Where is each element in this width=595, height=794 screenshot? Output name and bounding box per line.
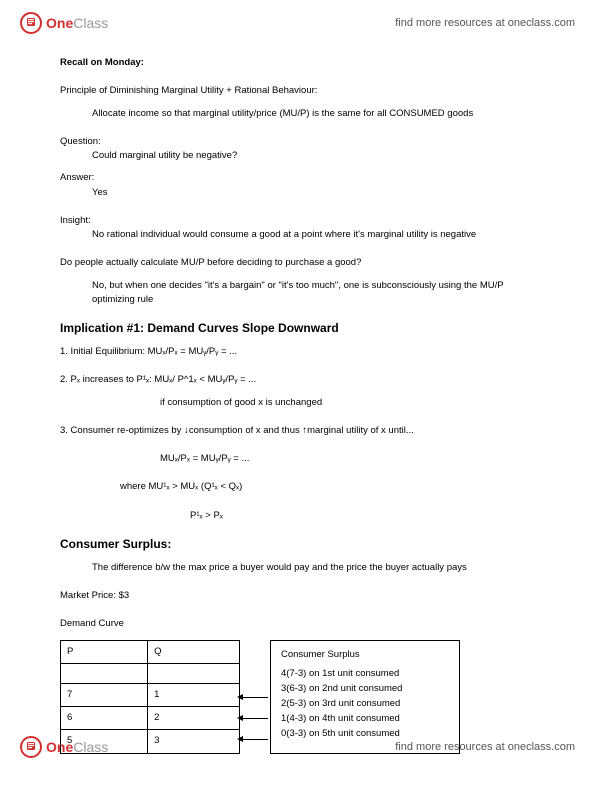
page-header: OneClass find more resources at oneclass… [0,0,595,46]
insight-body: No rational individual would consume a g… [92,228,535,242]
eq1: MUₓ/Pₓ = MUᵧ/Pᵧ = ... [160,452,535,466]
step1: 1. Initial Equilibrium: MUₓ/Pₓ = MUᵧ/Pᵧ … [60,345,535,359]
consumer-surplus-heading: Consumer Surplus: [60,535,535,553]
cs-def: The difference b/w the max price a buyer… [92,561,535,575]
step3: 3. Consumer re-optimizes by ↓consumption… [60,424,535,438]
implication-heading: Implication #1: Demand Curves Slope Down… [60,319,535,337]
insight-label: Insight: [60,214,535,228]
answer-label: Answer: [60,171,535,185]
eq2: where MU¹ₓ > MUₓ (Q¹ₓ < Qₓ) [120,480,535,494]
cell: 7 [61,683,148,706]
table-row [61,663,240,683]
step2: 2. Pₓ increases to P¹ₓ: MUₓ/ P^1ₓ < MUᵧ/… [60,373,535,387]
demand-curve-label: Demand Curve [60,617,535,631]
arrow-icon [242,697,268,698]
logo-text: OneClass [46,15,108,31]
market-price: Market Price: $3 [60,589,535,603]
arrow-icon [242,718,268,719]
recall-title: Recall on Monday: [60,56,535,70]
surplus-line: 3(6-3) on 2nd unit consumed [281,681,449,696]
eq3: P¹ₓ > Pₓ [190,509,535,523]
question-body: Could marginal utility be negative? [92,149,535,163]
cell: 1 [148,683,240,706]
principle-body: Allocate income so that marginal utility… [92,107,535,121]
col-header-q: Q [148,640,240,663]
table-row: 7 1 [61,683,240,706]
surplus-line: 4(7-3) on 1st unit consumed [281,666,449,681]
footer-link[interactable]: find more resources at oneclass.com [395,741,575,753]
calc-question: Do people actually calculate MU/P before… [60,256,535,270]
step2-cond: if consumption of good x is unchanged [160,396,535,410]
col-header-p: P [61,640,148,663]
question-label: Question: [60,135,535,149]
header-link[interactable]: find more resources at oneclass.com [395,17,575,29]
logo: OneClass [20,736,108,758]
answer-body: Yes [92,186,535,200]
logo-text: OneClass [46,739,108,755]
logo: OneClass [20,12,108,34]
document-body: Recall on Monday: Principle of Diminishi… [0,46,595,794]
cell [61,663,148,683]
logo-icon [20,736,42,758]
principle-line: Principle of Diminishing Marginal Utilit… [60,84,535,98]
table-row: P Q [61,640,240,663]
page-footer: OneClass find more resources at oneclass… [0,724,595,770]
calc-answer: No, but when one decides "it's a bargain… [92,279,535,308]
surplus-line: 2(5-3) on 3rd unit consumed [281,696,449,711]
cell [148,663,240,683]
logo-icon [20,12,42,34]
surplus-title: Consumer Surplus [281,647,449,662]
